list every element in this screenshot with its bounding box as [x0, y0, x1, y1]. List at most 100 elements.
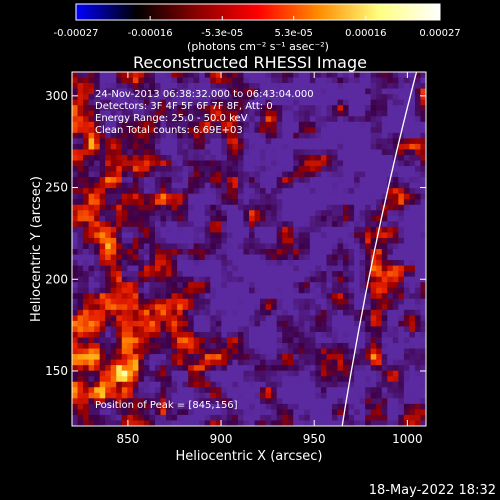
heatmap-cell	[381, 204, 388, 211]
heatmap-cell	[204, 387, 211, 394]
heatmap-cell	[177, 166, 184, 172]
heatmap-cell	[304, 293, 311, 300]
heatmap-cell	[237, 293, 244, 300]
heatmap-cell	[271, 276, 278, 283]
heatmap-cell	[182, 354, 189, 361]
heatmap-cell	[293, 365, 300, 372]
heatmap-cell	[182, 138, 189, 145]
heatmap-cell	[370, 409, 377, 416]
heatmap-cell	[193, 138, 200, 145]
heatmap-cell	[265, 331, 272, 338]
heatmap-cell	[83, 132, 89, 139]
heatmap-cell	[160, 409, 167, 416]
heatmap-cell	[331, 287, 338, 294]
heatmap-cell	[99, 72, 106, 78]
heatmap-cell	[298, 132, 305, 139]
heatmap-cell	[249, 359, 255, 366]
heatmap-cell	[143, 354, 150, 361]
heatmap-cell	[83, 110, 89, 117]
heatmap-cell	[221, 398, 228, 405]
heatmap-cell	[420, 387, 426, 394]
heatmap-cell	[99, 232, 106, 239]
heatmap-cell	[304, 354, 311, 361]
heatmap-cell	[370, 171, 377, 178]
heatmap-cell	[215, 143, 222, 150]
heatmap-cell	[365, 309, 372, 316]
heatmap-cell	[260, 243, 266, 250]
heatmap-cell	[315, 276, 322, 283]
heatmap-cell	[149, 376, 156, 383]
heatmap-cell	[204, 83, 211, 89]
heatmap-cell	[298, 143, 305, 150]
heatmap-cell	[304, 210, 311, 217]
heatmap-cell	[94, 110, 101, 117]
heatmap-cell	[348, 177, 355, 184]
heatmap-cell	[182, 143, 189, 150]
heatmap-cell	[105, 309, 112, 316]
heatmap-cell	[260, 121, 266, 128]
heatmap-cell	[94, 293, 101, 300]
heatmap-cell	[154, 149, 161, 156]
heatmap-cell	[381, 304, 388, 311]
heatmap-cell	[370, 348, 377, 355]
heatmap-cell	[77, 182, 84, 189]
heatmap-cell	[94, 154, 101, 161]
heatmap-cell	[309, 127, 316, 134]
heatmap-cell	[243, 210, 250, 217]
heatmap-cell	[282, 243, 289, 250]
heatmap-cell	[116, 237, 123, 244]
heatmap-cell	[143, 166, 150, 172]
heatmap-cell	[138, 132, 145, 139]
heatmap-cell	[83, 215, 89, 222]
heatmap-cell	[348, 276, 355, 283]
heatmap-cell	[315, 409, 322, 416]
y-tick-label: 150	[45, 364, 68, 378]
heatmap-cell	[370, 287, 377, 294]
heatmap-cell	[149, 409, 156, 416]
heatmap-cell	[110, 254, 117, 261]
heatmap-cell	[116, 271, 123, 278]
heatmap-cell	[138, 298, 145, 305]
heatmap-cell	[354, 260, 361, 266]
heatmap-cell	[354, 221, 361, 228]
heatmap-cell	[260, 343, 266, 349]
heatmap-cell	[143, 304, 150, 311]
heatmap-cell	[232, 232, 239, 239]
heatmap-cell	[121, 392, 128, 399]
heatmap-cell	[315, 188, 322, 195]
heatmap-cell	[414, 121, 421, 128]
heatmap-cell	[287, 249, 294, 255]
heatmap-cell	[177, 354, 184, 361]
heatmap-cell	[254, 166, 261, 172]
heatmap-cell	[337, 221, 344, 228]
heatmap-cell	[282, 204, 289, 211]
heatmap-cell	[193, 105, 200, 112]
heatmap-cell	[304, 193, 311, 200]
heatmap-cell	[143, 282, 150, 289]
heatmap-cell	[199, 232, 206, 239]
heatmap-cell	[376, 99, 383, 106]
heatmap-cell	[293, 138, 300, 145]
heatmap-cell	[149, 226, 156, 233]
heatmap-cell	[94, 116, 101, 123]
heatmap-cell	[110, 265, 117, 272]
heatmap-cell	[138, 226, 145, 233]
heatmap-cell	[88, 171, 95, 178]
heatmap-cell	[105, 265, 112, 272]
heatmap-cell	[94, 260, 101, 266]
heatmap-cell	[188, 326, 195, 333]
heatmap-cell	[287, 260, 294, 266]
heatmap-cell	[249, 365, 255, 372]
heatmap-cell	[149, 254, 156, 261]
heatmap-cell	[304, 83, 311, 89]
heatmap-cell	[354, 265, 361, 272]
heatmap-cell	[177, 348, 184, 355]
heatmap-cell	[94, 304, 101, 311]
heatmap-cell	[149, 188, 156, 195]
heatmap-cell	[315, 226, 322, 233]
heatmap-cell	[188, 127, 195, 134]
heatmap-cell	[204, 414, 211, 421]
heatmap-cell	[171, 331, 178, 338]
heatmap-cell	[171, 99, 178, 106]
heatmap-cell	[403, 359, 410, 366]
